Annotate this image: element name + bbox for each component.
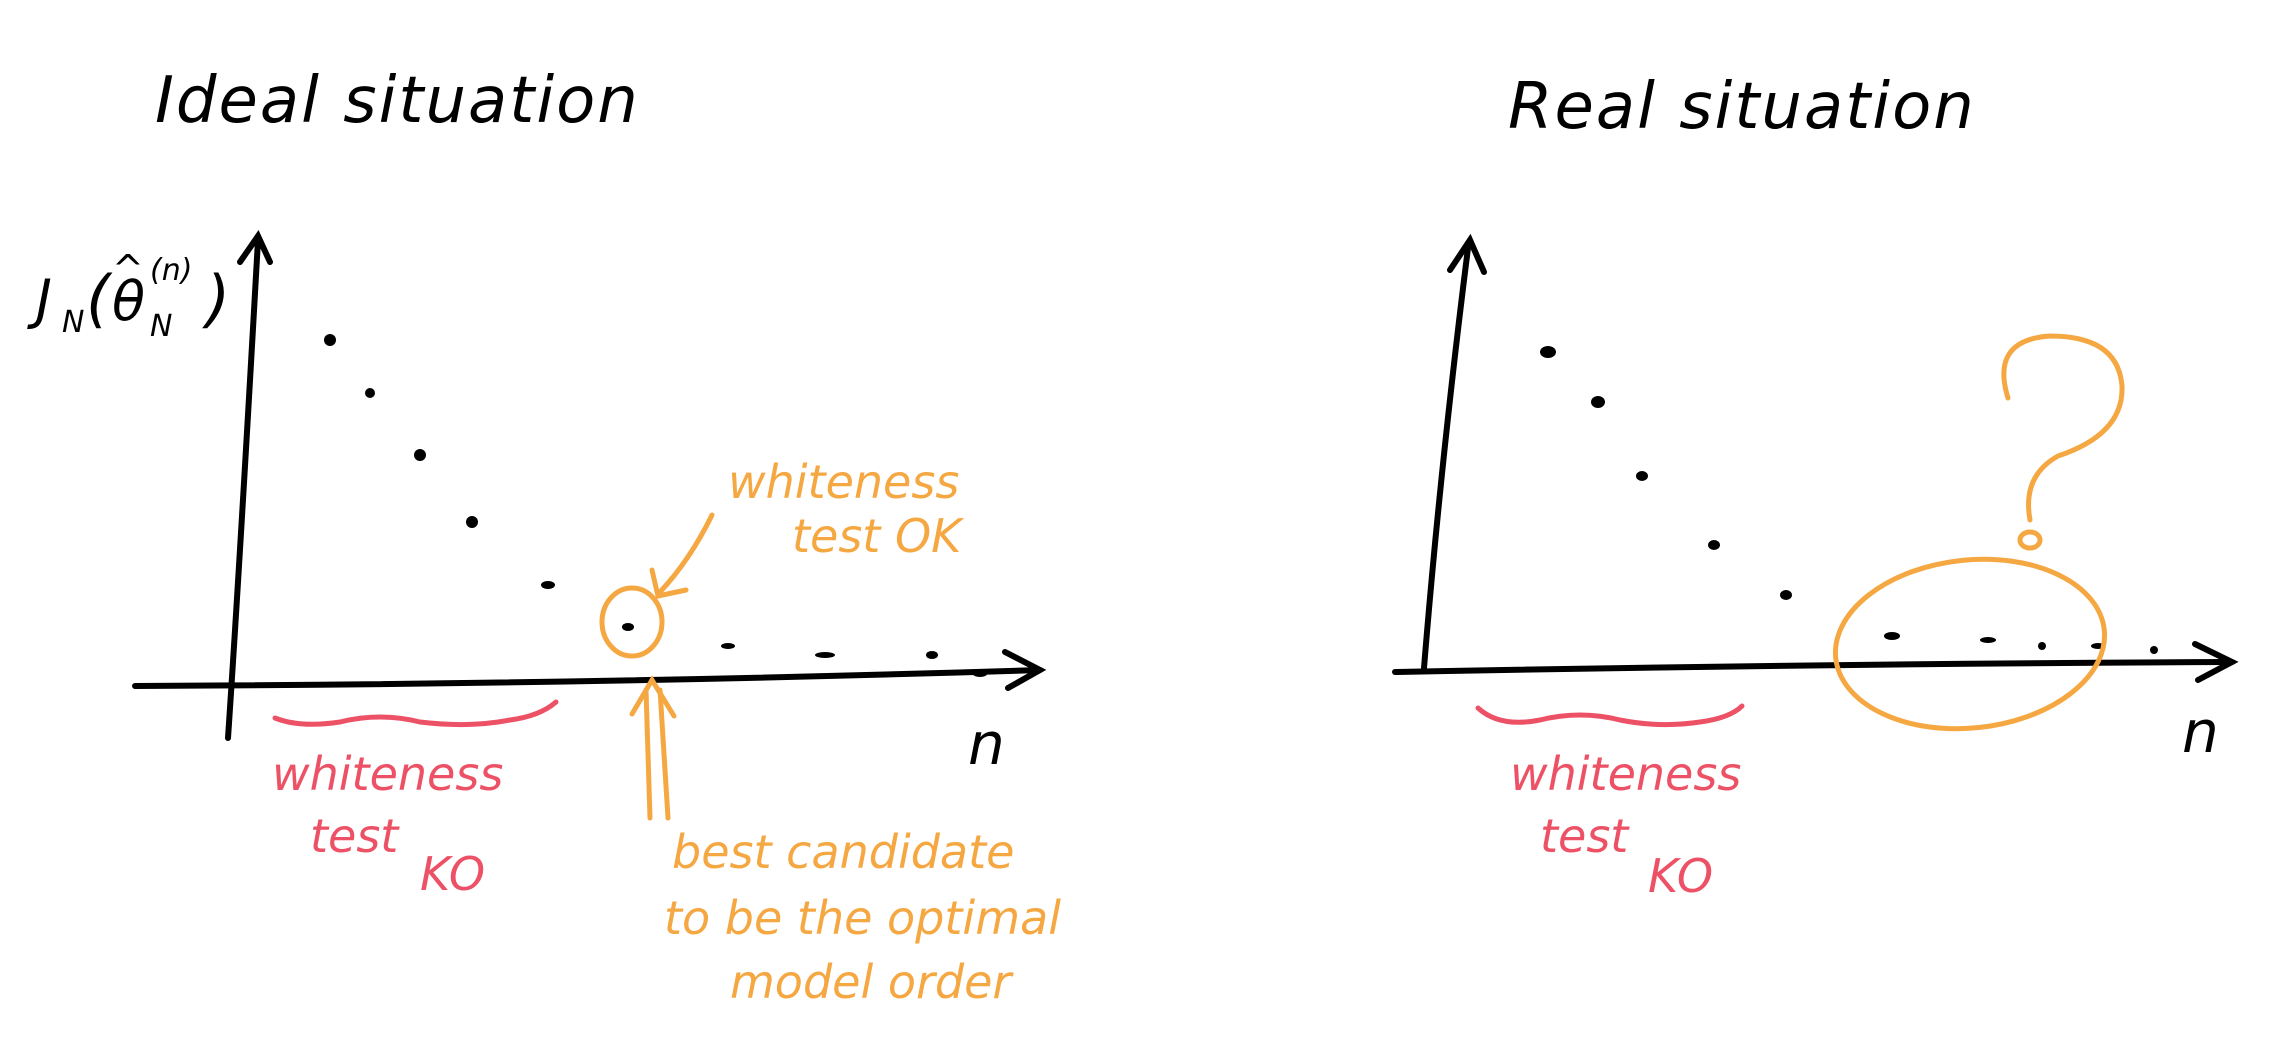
left-best-label-line2: to be the optimal	[664, 891, 1061, 945]
left-bad-label-line3: KO	[420, 847, 485, 901]
y-axis-label-sup-n: (n)	[150, 253, 192, 288]
point	[324, 334, 336, 346]
point	[1980, 637, 1996, 643]
left-ok-arrow	[657, 512, 715, 595]
right-bad-label-line1: whiteness	[1510, 747, 1741, 801]
right-bad-label-line2: test	[1540, 809, 1630, 863]
left-x-axis	[132, 667, 1043, 689]
y-axis-label-sub-N: N	[62, 305, 84, 340]
left-best-arrowhead	[629, 675, 677, 719]
point	[1636, 471, 1648, 481]
y-axis-label-paren-open: (	[86, 262, 113, 335]
point	[414, 449, 426, 461]
y-axis-label-hat: ^	[112, 247, 144, 291]
left-best-arrow-shaft-b	[657, 687, 671, 821]
left-bad-range-brace	[272, 699, 559, 728]
point	[622, 623, 634, 631]
point	[721, 643, 735, 649]
left-points	[324, 334, 987, 677]
point	[1540, 346, 1556, 358]
left-bad-label-line2: test	[310, 809, 400, 863]
y-axis-label-theta: θ	[112, 270, 145, 333]
right-points	[1540, 346, 2158, 654]
point	[466, 516, 478, 528]
y-axis-label-paren-close: )	[202, 262, 230, 335]
left-best-label-line3: model order	[730, 955, 1014, 1009]
left-panel: Ideal situation J N ( θ ^ N (n) ) n	[27, 64, 1061, 1009]
right-bad-label-line3: KO	[1648, 849, 1713, 903]
y-axis-label-sub-N2: N	[150, 309, 172, 344]
left-ok-label-line2: test OK	[792, 509, 965, 563]
point	[973, 671, 987, 677]
right-y-axis-arrow	[1447, 233, 1487, 275]
right-x-axis-label: n	[2182, 698, 2219, 766]
point	[815, 652, 835, 658]
point	[541, 581, 555, 589]
left-x-axis-arrow	[1002, 649, 1047, 691]
point	[2038, 642, 2046, 650]
right-panel: Real situation n whiteness test KO	[1392, 70, 2239, 903]
point	[365, 388, 375, 398]
right-x-axis-arrow	[2192, 641, 2239, 683]
right-title: Real situation	[1508, 70, 1976, 144]
point	[1708, 540, 1720, 550]
left-y-axis-arrow	[237, 229, 273, 265]
left-y-axis-label: J N ( θ ^ N (n) )	[27, 247, 230, 344]
right-y-axis	[1421, 245, 1471, 671]
point	[1884, 632, 1900, 640]
right-uncertain-region-circle	[1832, 556, 2108, 732]
left-title: Ideal situation	[155, 64, 640, 138]
left-bad-label-line1: whiteness	[272, 747, 503, 801]
right-question-mark-curve	[2001, 333, 2125, 523]
right-x-axis	[1392, 659, 2235, 675]
y-axis-label-J: J	[27, 268, 52, 331]
left-ok-arrowhead	[649, 567, 689, 599]
left-x-axis-label: n	[968, 710, 1005, 778]
point	[926, 651, 938, 659]
left-y-axis	[225, 237, 261, 741]
left-best-label-line1: best candidate	[672, 825, 1014, 879]
point	[2150, 646, 2158, 654]
left-best-point-circle	[599, 585, 665, 659]
right-question-mark-dot	[2017, 529, 2043, 551]
left-best-arrow-shaft-a	[643, 687, 653, 821]
right-bad-range-brace	[1475, 703, 1745, 728]
point	[1780, 590, 1792, 600]
point	[1591, 396, 1605, 408]
left-ok-label-line1: whiteness	[728, 455, 959, 509]
